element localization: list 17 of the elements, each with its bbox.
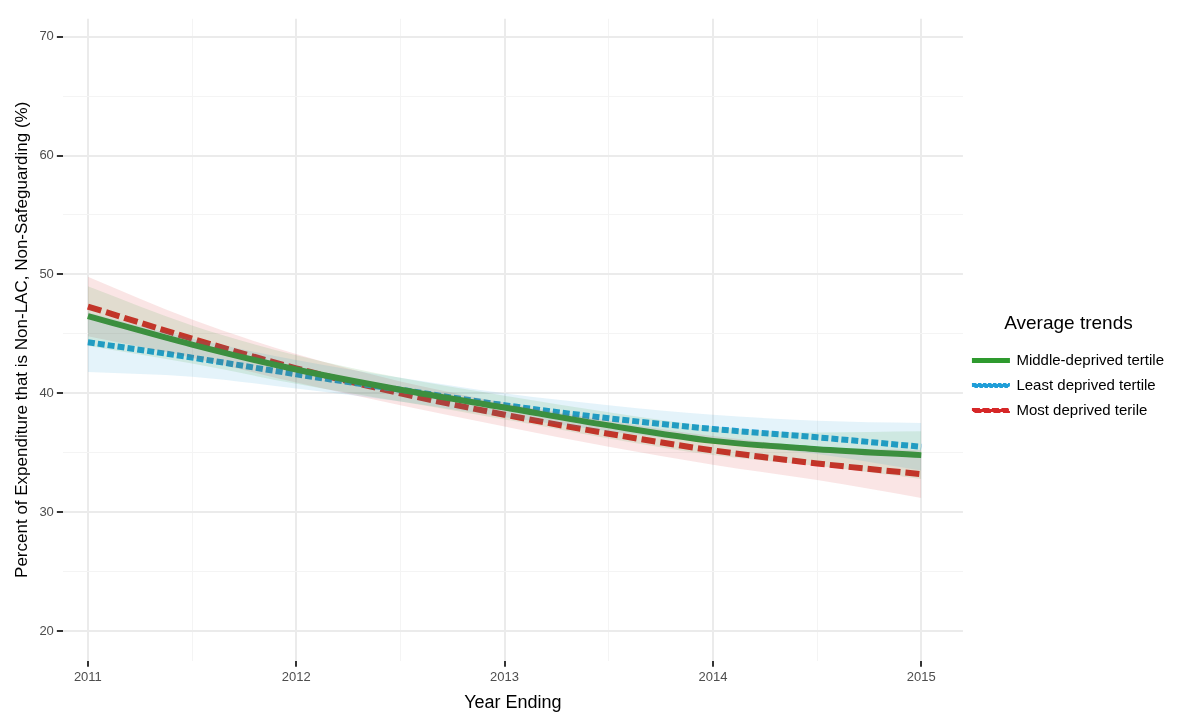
legend-title: Average trends xyxy=(1004,311,1133,333)
y-tick-label: 70 xyxy=(39,28,54,44)
y-tick-label: 60 xyxy=(39,147,54,163)
x-tick-label: 2011 xyxy=(73,669,102,685)
y-tick-label: 50 xyxy=(39,265,54,281)
y-tick-label: 40 xyxy=(39,384,54,400)
x-tick-label: 2013 xyxy=(490,669,520,685)
legend-label: Middle-deprived tertile xyxy=(1016,350,1165,368)
y-tick-label: 30 xyxy=(39,503,54,519)
x-tick-label: 2015 xyxy=(906,669,936,685)
legend-label: Least deprived tertile xyxy=(1016,375,1156,393)
x-tick-label: 2014 xyxy=(698,669,728,685)
y-tick-label: 20 xyxy=(39,622,54,638)
y-axis-title: Percent of Expenditure that is Non-LAC, Non-Safeguarding (%) xyxy=(11,101,31,578)
legend-label: Most deprived terile xyxy=(1016,400,1148,418)
x-axis-title: Year Ending xyxy=(464,692,562,713)
x-tick-label: 2012 xyxy=(281,669,311,685)
